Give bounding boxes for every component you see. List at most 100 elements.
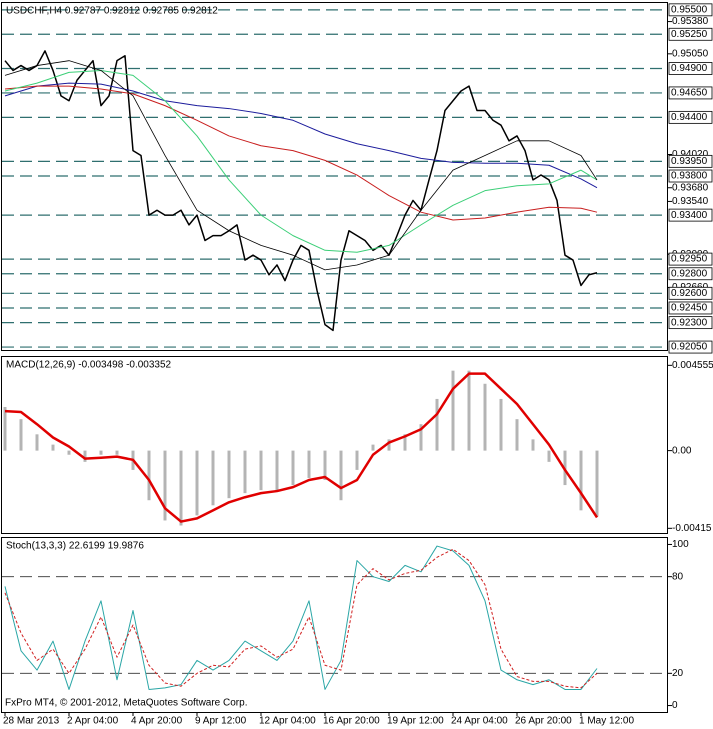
x-tick-label: 12 Apr 04:00 — [259, 716, 316, 727]
series-line — [4, 85, 598, 221]
histogram-bar — [275, 450, 279, 491]
histogram-bar — [3, 406, 7, 451]
panel-title: MACD(12,26,9) -0.003498 -0.003352 — [6, 360, 172, 371]
histogram-bar — [387, 439, 391, 451]
level-label: 0.93950 — [671, 156, 708, 167]
macd-panel-frame — [1, 356, 668, 534]
y-tick-label: 0.93680 — [672, 182, 709, 193]
x-tick-label: 28 Mar 2013 — [3, 716, 60, 727]
level-label-box — [668, 301, 713, 315]
stoch-panel-frame — [1, 537, 668, 713]
level-label: 0.92050 — [671, 342, 708, 353]
y-tick-label: -0.00415 — [672, 523, 712, 534]
series-line — [4, 372, 599, 523]
panel-title: Stoch(13,3,3) 22.6199 19.9876 — [6, 541, 144, 552]
x-tick-label: 19 Apr 12:00 — [387, 716, 444, 727]
histogram-bar — [211, 450, 215, 506]
y-tick-label: 0.95380 — [672, 16, 709, 27]
series-line — [4, 548, 598, 689]
histogram-bar — [179, 450, 183, 526]
y-tick-label: 0 — [672, 700, 678, 711]
level-label-box — [668, 286, 713, 300]
histogram-bar — [355, 450, 359, 470]
level-label: 0.92800 — [671, 268, 708, 279]
x-tick-label: 1 May 12:00 — [579, 716, 634, 727]
level-label-box — [668, 3, 713, 17]
histogram-bar — [467, 370, 471, 451]
histogram-bar — [195, 450, 199, 516]
histogram-bar — [259, 450, 263, 491]
y-tick-label: 0.93540 — [672, 196, 709, 207]
x-tick-label: 4 Apr 20:00 — [131, 716, 183, 727]
y-tick-label: 0.94020 — [672, 149, 709, 160]
histogram-bar — [163, 450, 167, 521]
histogram-bar — [435, 398, 439, 451]
series-line — [4, 50, 598, 332]
histogram-bar — [595, 450, 599, 517]
level-label: 0.93800 — [671, 171, 708, 182]
histogram-bar — [547, 450, 551, 462]
histogram-bar — [19, 419, 23, 451]
series-line — [4, 545, 598, 690]
level-label-box — [668, 110, 713, 124]
level-label: 0.92600 — [671, 288, 708, 299]
watermark: FxPro MT4, © 2001-2012, MetaQuotes Softw… — [5, 698, 247, 709]
histogram-bar — [531, 439, 535, 451]
x-tick-label: 16 Apr 20:00 — [323, 716, 380, 727]
histogram-bar — [483, 383, 487, 451]
level-label-box — [668, 252, 713, 266]
level-label-box — [668, 316, 713, 330]
level-label-box — [668, 154, 713, 168]
level-label-box — [668, 27, 713, 41]
level-label: 0.94400 — [671, 112, 708, 123]
histogram-bar — [35, 434, 39, 451]
price-panel-frame — [1, 2, 668, 351]
histogram-bar — [419, 424, 423, 451]
series-line — [4, 82, 598, 189]
histogram-bar — [83, 450, 87, 462]
histogram-bar — [323, 450, 327, 481]
level-label: 0.95250 — [671, 29, 708, 40]
y-tick-label: 80 — [672, 571, 684, 582]
series-line — [4, 60, 598, 271]
level-label: 0.95500 — [671, 4, 708, 15]
histogram-bar — [403, 434, 407, 451]
level-label-box — [668, 169, 713, 183]
x-tick-label: 26 Apr 20:00 — [515, 716, 572, 727]
histogram-bar — [499, 398, 503, 451]
histogram-bar — [227, 450, 231, 499]
level-label-box — [668, 86, 713, 100]
histogram-bar — [307, 450, 311, 478]
level-label: 0.94900 — [671, 63, 708, 74]
histogram-bar — [579, 450, 583, 511]
y-tick-label: 100 — [672, 539, 689, 550]
level-label-box — [668, 340, 713, 354]
level-label: 0.92950 — [671, 254, 708, 265]
histogram-bar — [147, 450, 151, 501]
level-label: 0.94650 — [671, 88, 708, 99]
histogram-bar — [371, 444, 375, 451]
histogram-bar — [115, 450, 119, 455]
x-tick-label: 9 Apr 12:00 — [195, 716, 247, 727]
level-label-box — [668, 267, 713, 281]
y-tick-label: 0.004555 — [672, 360, 713, 371]
histogram-bar — [67, 450, 71, 455]
y-tick-label: 20 — [672, 668, 684, 679]
x-tick-label: 24 Apr 04:00 — [451, 716, 508, 727]
histogram-bar — [451, 370, 455, 451]
series-line — [4, 69, 598, 253]
level-label: 0.92300 — [671, 317, 708, 328]
histogram-bar — [243, 450, 247, 494]
level-label: 0.93400 — [671, 210, 708, 221]
panel-title: USDCHF,H4 0.92787 0.92812 0.92785 0.9281… — [6, 6, 218, 17]
level-label: 0.92450 — [671, 303, 708, 314]
level-label-box — [668, 208, 713, 222]
y-tick-label: 0.95050 — [672, 48, 709, 59]
y-tick-label: 0.00 — [672, 445, 692, 456]
histogram-bar — [99, 450, 103, 455]
x-tick-label: 2 Apr 04:00 — [67, 716, 119, 727]
histogram-bar — [51, 444, 55, 451]
level-label-box — [668, 62, 713, 75]
